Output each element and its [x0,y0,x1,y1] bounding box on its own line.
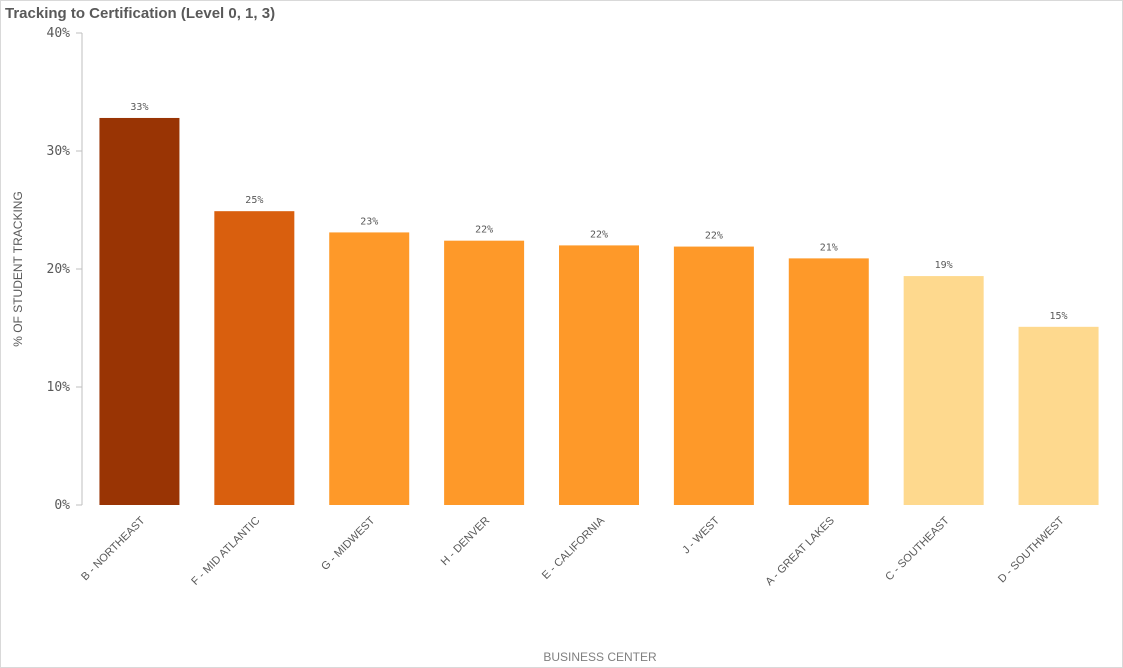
bar [99,117,180,506]
data-label: 22% [475,225,493,236]
x-tick-label: H - DENVER [439,515,492,568]
data-label: 15% [1050,311,1068,322]
data-label: 22% [705,231,723,242]
bar [329,232,410,506]
x-tick-label: E - CALIFORNIA [540,514,608,582]
data-label: 22% [590,229,608,240]
bar [214,211,295,505]
x-tick-label: B - NORTHEAST [79,514,148,583]
data-label: 21% [820,242,838,253]
x-tick-label: D - SOUTHWEST [996,514,1067,585]
bar [788,258,869,505]
x-tick-label: J - WEST [680,514,722,556]
bar [673,246,754,505]
x-tick-label: A - GREAT LAKES [763,515,836,588]
y-tick-label: 30% [47,144,71,159]
bar [444,240,525,505]
data-label: 19% [935,260,953,271]
bar [1018,326,1099,505]
bar [903,276,984,505]
x-axis-title: BUSINESS CENTER [543,650,657,664]
data-label: 25% [245,195,263,206]
x-tick-label: F - MID ATLANTIC [189,515,262,588]
y-tick-label: 10% [47,380,71,395]
data-label: 23% [360,216,378,227]
x-tick-label: C - SOUTHEAST [883,514,952,583]
chart-title: Tracking to Certification (Level 0, 1, 3… [5,5,276,22]
data-label: 33% [130,102,148,113]
y-tick-label: 40% [47,26,71,41]
x-tick-label: G - MIDWEST [319,514,377,572]
y-tick-label: 20% [47,262,71,277]
y-tick-label: 0% [54,498,70,513]
bar [559,245,639,505]
